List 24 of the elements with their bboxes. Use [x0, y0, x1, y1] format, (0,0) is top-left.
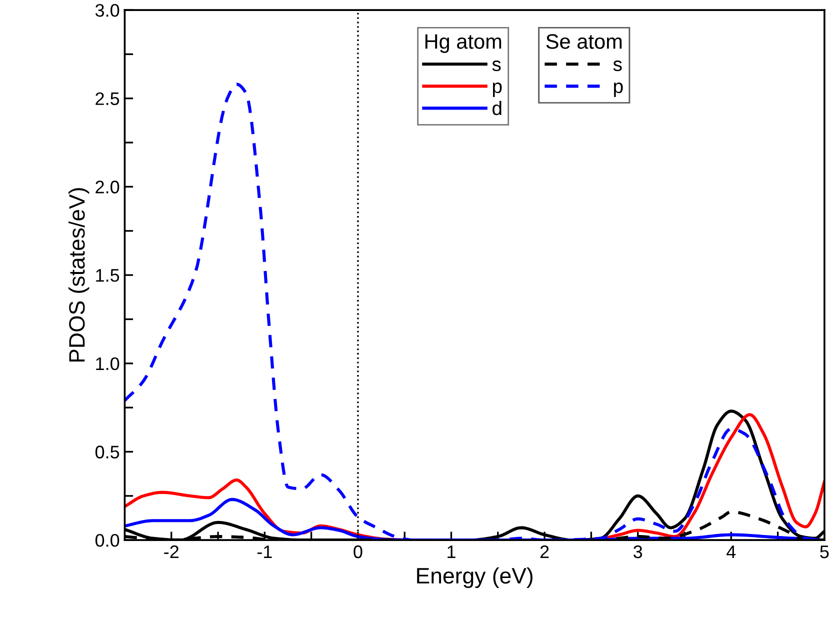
x-tick-label: 3 — [634, 545, 642, 558]
x-tick-label: -1 — [257, 546, 272, 558]
x-tick-label: 4 — [726, 546, 736, 558]
y-tick-label: 0.5 — [95, 446, 120, 458]
x-tick-label: 1 — [448, 546, 456, 558]
x-tick-label: 0 — [354, 545, 362, 558]
x-tick-label: 2 — [540, 545, 549, 558]
annotation: Hg atom — [425, 34, 502, 53]
y-tick-label: 1.5 — [96, 269, 120, 282]
legend-label: p — [492, 82, 502, 98]
legend-label: d — [492, 100, 502, 116]
y-tick-label: 2.5 — [96, 92, 120, 106]
y-tick-label: 1.0 — [96, 357, 120, 370]
x-tick-label: -2 — [164, 545, 178, 558]
y-axis-title: PDOS (states/eV) — [68, 188, 90, 362]
legend-label: s — [613, 60, 622, 72]
x-axis-title: Energy (eV) — [417, 567, 532, 588]
y-tick-label: 2.0 — [96, 180, 120, 194]
annotation: Se atom — [546, 34, 622, 49]
legend-label: s — [492, 60, 501, 72]
legend-label: p — [614, 82, 623, 98]
y-tick-label: 0.0 — [95, 534, 120, 547]
x-tick-label: 5 — [820, 546, 829, 558]
y-tick-label: 3.0 — [95, 4, 120, 17]
